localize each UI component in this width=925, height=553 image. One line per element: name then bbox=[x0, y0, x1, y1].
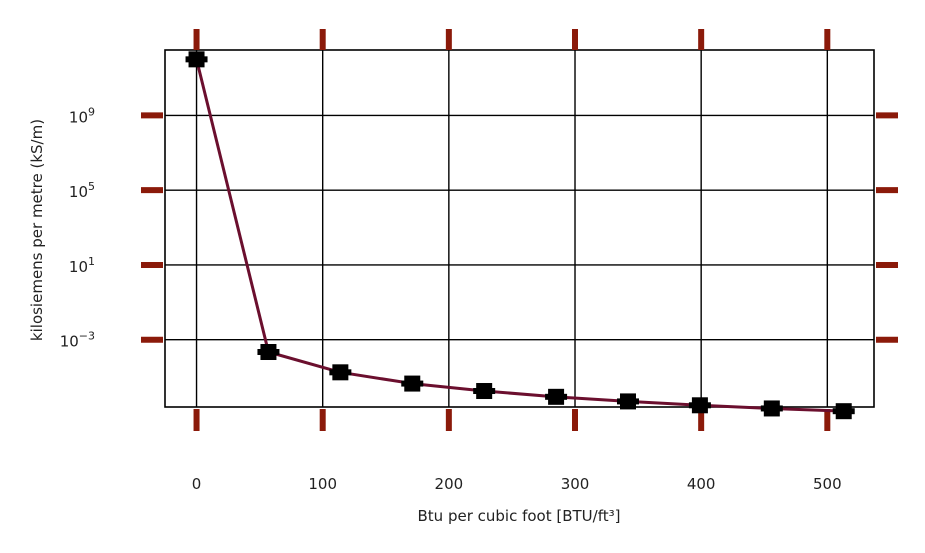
y-tick-label: 105 bbox=[69, 180, 95, 201]
data-point bbox=[545, 388, 568, 405]
data-point-bar bbox=[688, 402, 711, 409]
x-tick-label: 100 bbox=[308, 475, 337, 493]
y-tick-label: 109 bbox=[69, 105, 95, 126]
y-tick-labels: 10−3 101 105 109 bbox=[60, 105, 95, 350]
data-point bbox=[688, 397, 711, 414]
data-point-bar bbox=[616, 398, 639, 405]
tick-marks bbox=[141, 29, 898, 431]
x-tick-label: 300 bbox=[561, 475, 590, 493]
x-tick-label: 500 bbox=[813, 475, 842, 493]
data-point-bar bbox=[545, 393, 568, 400]
x-tick-label: 0 bbox=[192, 475, 202, 493]
grid bbox=[165, 50, 874, 407]
series-line-path bbox=[195, 58, 844, 413]
y-tick-label: 101 bbox=[69, 255, 95, 276]
data-point bbox=[760, 400, 783, 417]
y-tick-label: 10−3 bbox=[60, 330, 95, 351]
data-markers bbox=[185, 51, 855, 420]
x-axis-label: Btu per cubic foot [BTU/ft³] bbox=[418, 507, 621, 525]
data-point-bar bbox=[832, 408, 855, 415]
data-point bbox=[257, 344, 280, 361]
data-point-bar bbox=[401, 380, 424, 387]
data-point bbox=[616, 393, 639, 410]
data-point-bar bbox=[760, 405, 783, 412]
data-point-bar bbox=[185, 56, 208, 63]
data-point-bar bbox=[257, 349, 280, 356]
data-point-bar bbox=[329, 369, 352, 376]
series-line bbox=[195, 58, 844, 413]
plot-frame bbox=[164, 49, 875, 408]
data-point-bar bbox=[473, 388, 496, 395]
x-tick-label: 200 bbox=[435, 475, 464, 493]
data-point bbox=[473, 383, 496, 400]
x-tick-labels: 0 100 200 300 400 500 bbox=[192, 475, 842, 493]
data-point bbox=[832, 403, 855, 420]
y-axis-label: kilosiemens per metre (kS/m) bbox=[28, 119, 46, 341]
data-point bbox=[401, 375, 424, 392]
data-point bbox=[329, 364, 352, 381]
data-point bbox=[185, 51, 208, 68]
x-tick-label: 400 bbox=[687, 475, 716, 493]
